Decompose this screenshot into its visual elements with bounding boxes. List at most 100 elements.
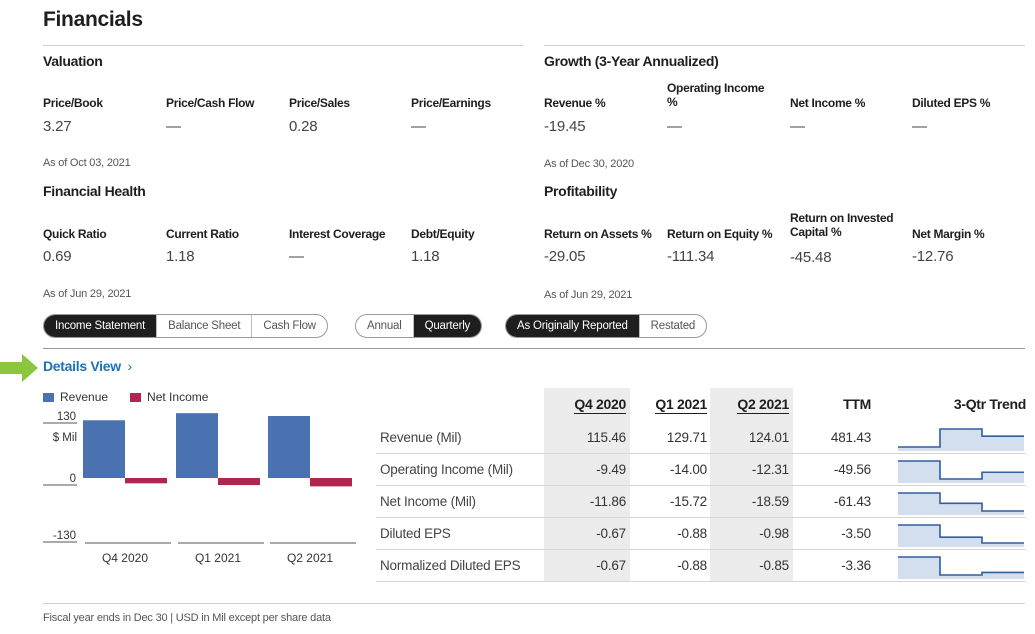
x-tick-label: Q4 2020 <box>102 551 148 565</box>
x-tick-label: Q1 2021 <box>195 551 241 565</box>
revenue-bar <box>268 415 310 478</box>
trend-line <box>898 524 1024 544</box>
footer-note: Fiscal year ends in Dec 30 | USD in Mil … <box>43 612 331 624</box>
trend-area <box>898 461 1024 483</box>
cell-value: -11.86 <box>589 494 626 509</box>
metric-value: 0.28 <box>289 118 318 135</box>
legend-label-net-income: Net Income <box>147 390 209 404</box>
cell-value: -61.43 <box>833 494 871 509</box>
quarterly-button[interactable]: Quarterly <box>413 315 482 337</box>
cell-value: -3.36 <box>841 558 871 573</box>
metric-label: Debt/Equity <box>411 227 475 241</box>
trend-sparkline <box>898 492 1024 515</box>
divider <box>43 348 1025 349</box>
net-income-bar <box>125 478 167 484</box>
cell-value: -9.49 <box>596 462 626 477</box>
table-row: Revenue (Mil) 115.46 129.71 124.01 481.43 <box>376 422 1026 454</box>
metric-value: — <box>289 248 304 265</box>
table-row: Operating Income (Mil) -9.49 -14.00 -12.31 -… <box>376 454 1026 486</box>
cash-flow-button[interactable]: Cash Flow <box>263 320 316 332</box>
metric-value: 1.18 <box>166 248 195 265</box>
metric-label: Operating Income % <box>667 81 765 109</box>
cell-value: -15.72 <box>669 494 707 509</box>
restated-button[interactable]: Restated <box>650 320 696 332</box>
cell-value: 481.43 <box>830 430 871 445</box>
divider <box>43 45 523 46</box>
row-label: Revenue (Mil) <box>380 430 462 445</box>
cell-value: -0.98 <box>759 526 789 541</box>
trend-line <box>898 428 1024 448</box>
cell-value: 124.01 <box>748 430 789 445</box>
trend-area <box>898 557 1024 579</box>
metric-label: Price/Earnings <box>411 96 491 110</box>
metric-label: Interest Coverage <box>289 227 386 241</box>
growth-title: Growth (3-Year Annualized) <box>544 53 719 69</box>
row-label: Normalized Diluted EPS <box>380 558 521 573</box>
income-statement-button[interactable]: Income Statement <box>44 315 158 337</box>
trend-area <box>898 429 1024 451</box>
metric-value: 1.18 <box>411 248 440 265</box>
cell-value: -49.56 <box>833 462 871 477</box>
revenue-bar <box>83 420 125 478</box>
metric-value: — <box>790 118 805 135</box>
column-shade <box>710 388 793 581</box>
financial-health-title: Financial Health <box>43 183 146 199</box>
profitability-title: Profitability <box>544 183 618 199</box>
as-of-date: As of Jun 29, 2021 <box>43 288 132 300</box>
column-header[interactable]: Q4 2020 <box>574 396 626 414</box>
cell-value: -0.88 <box>677 558 707 573</box>
as-originally-reported-button[interactable]: As Originally Reported <box>506 315 640 337</box>
y-tick-label: 0 <box>70 473 76 485</box>
metric-label: Revenue % <box>544 96 606 110</box>
cell-value: -3.50 <box>841 526 871 541</box>
metric-label: Diluted EPS % <box>912 96 991 110</box>
trend-line <box>898 556 1024 576</box>
metric-label: Current Ratio <box>166 227 239 241</box>
metric-label: Price/Book <box>43 96 103 110</box>
reporting-toggle: As Originally Reported Restated <box>505 314 708 338</box>
row-label: Net Income (Mil) <box>380 494 476 509</box>
cell-value: -0.85 <box>759 558 789 573</box>
metric-label: Net Margin % <box>912 227 985 241</box>
page-title: Financials <box>43 8 143 31</box>
metric-value: 0.69 <box>43 248 72 265</box>
chevron-right-icon: › <box>127 358 132 374</box>
table-row: Diluted EPS -0.67 -0.88 -0.98 -3.50 <box>376 518 1026 550</box>
column-header[interactable]: Q1 2021 <box>655 396 707 414</box>
row-label: Diluted EPS <box>380 526 451 541</box>
metric-value: — <box>411 118 426 135</box>
valuation-title: Valuation <box>43 53 103 69</box>
metric-value: -29.05 <box>544 248 586 265</box>
column-header[interactable]: Q2 2021 <box>737 396 789 414</box>
trend-area <box>898 525 1024 547</box>
divider <box>43 603 1025 604</box>
trend-sparkline <box>898 524 1024 547</box>
legend-label-revenue: Revenue <box>60 390 109 404</box>
row-label: Operating Income (Mil) <box>380 462 513 477</box>
cell-value: -12.31 <box>751 462 789 477</box>
metric-label: Net Income % <box>790 96 866 110</box>
net-income-swatch <box>130 392 142 402</box>
metric-value: — <box>667 118 682 135</box>
statement-toggle: Income Statement Balance Sheet Cash Flow <box>43 314 328 338</box>
column-shade <box>544 388 630 581</box>
annual-button[interactable]: Annual <box>356 315 414 337</box>
as-of-date: As of Dec 30, 2020 <box>544 158 634 170</box>
details-view-label: Details View <box>43 358 121 374</box>
table-row: Normalized Diluted EPS -0.67 -0.88 -0.85 -3.… <box>376 550 1026 582</box>
x-tick-label: Q2 2021 <box>287 551 333 565</box>
details-view-link[interactable]: Details View › <box>43 358 132 374</box>
metric-label: Return on Assets % <box>544 227 652 241</box>
revenue-bar <box>176 413 218 478</box>
metric-value: -12.76 <box>912 248 954 265</box>
balance-sheet-button[interactable]: Balance Sheet <box>157 315 253 337</box>
trend-line <box>898 492 1024 512</box>
chart-legend: Revenue Net Income <box>43 390 208 404</box>
table-row: Net Income (Mil) -11.86 -15.72 -18.59 -61.43 <box>376 486 1026 518</box>
cell-value: -14.00 <box>669 462 707 477</box>
metric-value: -111.34 <box>667 248 715 265</box>
y-axis-unit: $ Mil <box>52 432 77 444</box>
column-header: TTM <box>843 396 871 412</box>
cell-value: -0.88 <box>677 526 707 541</box>
revenue-net-income-chart: 130 0 -130 Q4 2020 Q1 2021 Q2 2021 <box>43 411 356 565</box>
